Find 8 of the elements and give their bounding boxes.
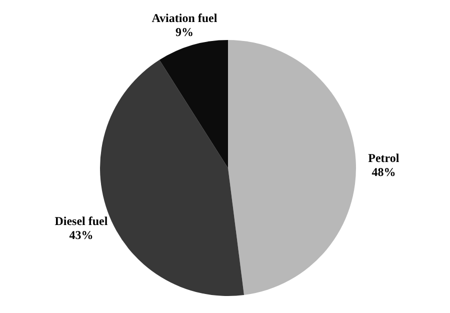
data-label: 43%	[69, 228, 94, 242]
slice-label: Diesel fuel	[54, 214, 108, 228]
pie-slice	[159, 40, 228, 168]
slice-label: Aviation fuel	[152, 11, 218, 26]
pie-slice	[228, 40, 356, 295]
data-label: 9%	[175, 25, 194, 40]
slice-label: Petrol	[368, 151, 400, 166]
data-label: 48%	[372, 165, 396, 180]
